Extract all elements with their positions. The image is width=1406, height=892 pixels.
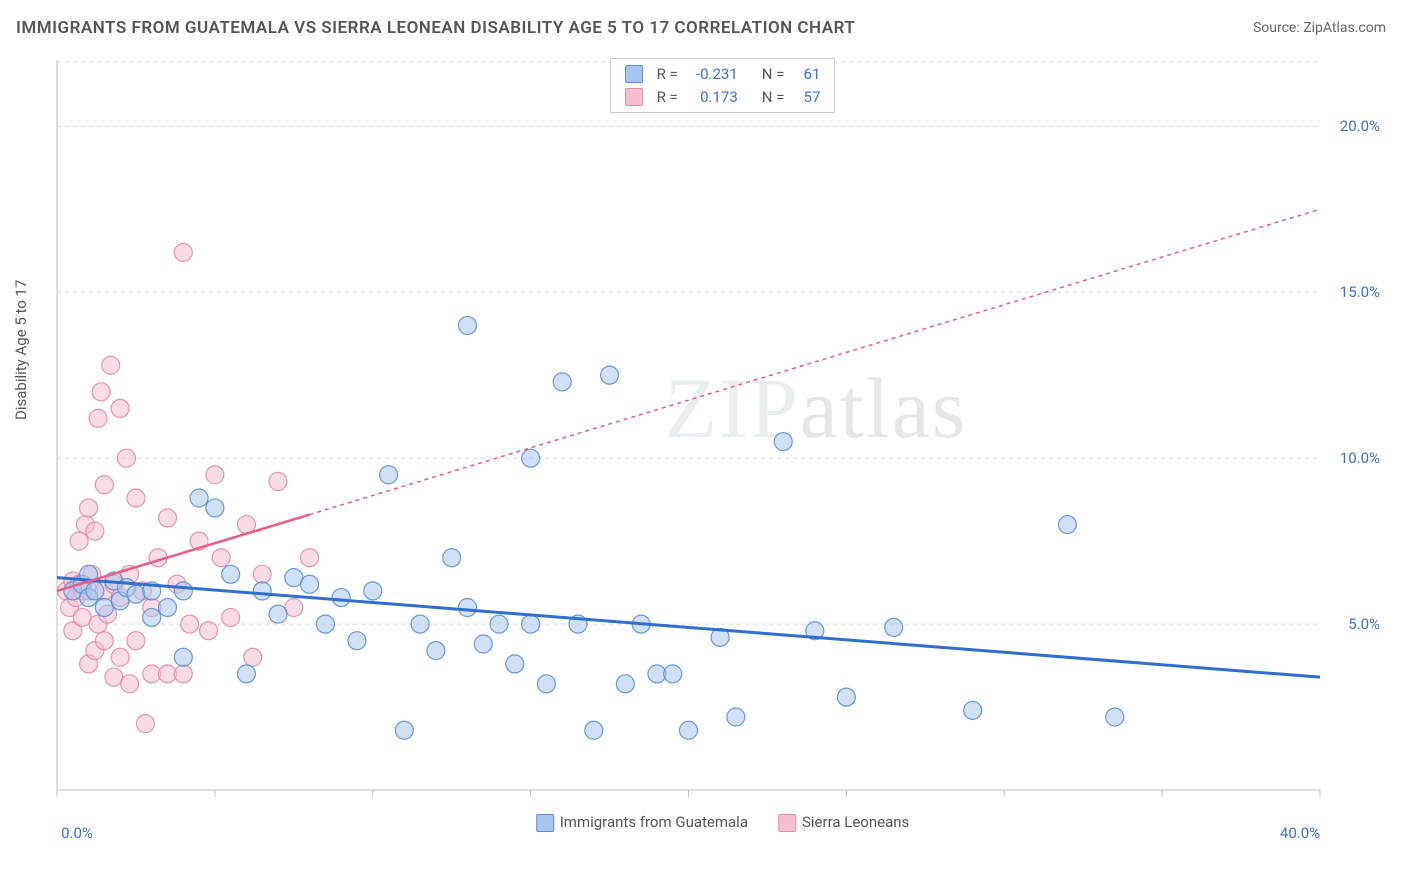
scatter-chart — [55, 55, 1390, 840]
stats-r-label: R = — [657, 86, 678, 109]
stats-n-label: N = — [762, 86, 785, 109]
stats-n-sierra: 57 — [792, 86, 820, 109]
legend-label-guatemala: Immigrants from Guatemala — [560, 813, 748, 831]
swatch-guatemala — [625, 65, 643, 83]
stats-r-guatemala: -0.231 — [686, 63, 738, 86]
source-prefix: Source: — [1253, 20, 1303, 36]
legend-label-sierra: Sierra Leoneans — [802, 813, 909, 831]
stats-row-sierra: R = 0.173 N = 57 — [625, 86, 821, 109]
x-tick-label: 0.0% — [61, 824, 93, 842]
swatch-sierra — [625, 88, 643, 106]
source-link[interactable]: ZipAtlas.com — [1303, 20, 1386, 36]
stats-row-guatemala: R = -0.231 N = 61 — [625, 63, 821, 86]
y-tick-label: 15.0% — [1340, 283, 1380, 301]
stats-legend-box: R = -0.231 N = 61 R = 0.173 N = 57 — [610, 58, 836, 113]
swatch-guatemala — [536, 814, 554, 832]
y-axis-label: Disability Age 5 to 17 — [12, 280, 30, 420]
chart-container: IMMIGRANTS FROM GUATEMALA VS SIERRA LEON… — [0, 0, 1406, 892]
stats-r-label: R = — [657, 63, 678, 86]
source-attribution: Source: ZipAtlas.com — [1253, 20, 1386, 36]
chart-title: IMMIGRANTS FROM GUATEMALA VS SIERRA LEON… — [16, 18, 855, 38]
y-tick-label: 20.0% — [1340, 117, 1380, 135]
stats-n-label: N = — [762, 63, 785, 86]
y-tick-label: 5.0% — [1348, 615, 1380, 633]
legend-item-sierra: Sierra Leoneans — [778, 813, 909, 832]
legend-item-guatemala: Immigrants from Guatemala — [536, 813, 748, 832]
bottom-legend: Immigrants from Guatemala Sierra Leonean… — [536, 813, 910, 832]
x-tick-label: 40.0% — [1280, 824, 1320, 842]
stats-n-guatemala: 61 — [792, 63, 820, 86]
y-tick-label: 10.0% — [1340, 449, 1380, 467]
swatch-sierra — [778, 814, 796, 832]
stats-r-sierra: 0.173 — [686, 86, 738, 109]
plot-area: ZIPatlas R = -0.231 N = 61 R = 0.173 N =… — [55, 55, 1390, 840]
